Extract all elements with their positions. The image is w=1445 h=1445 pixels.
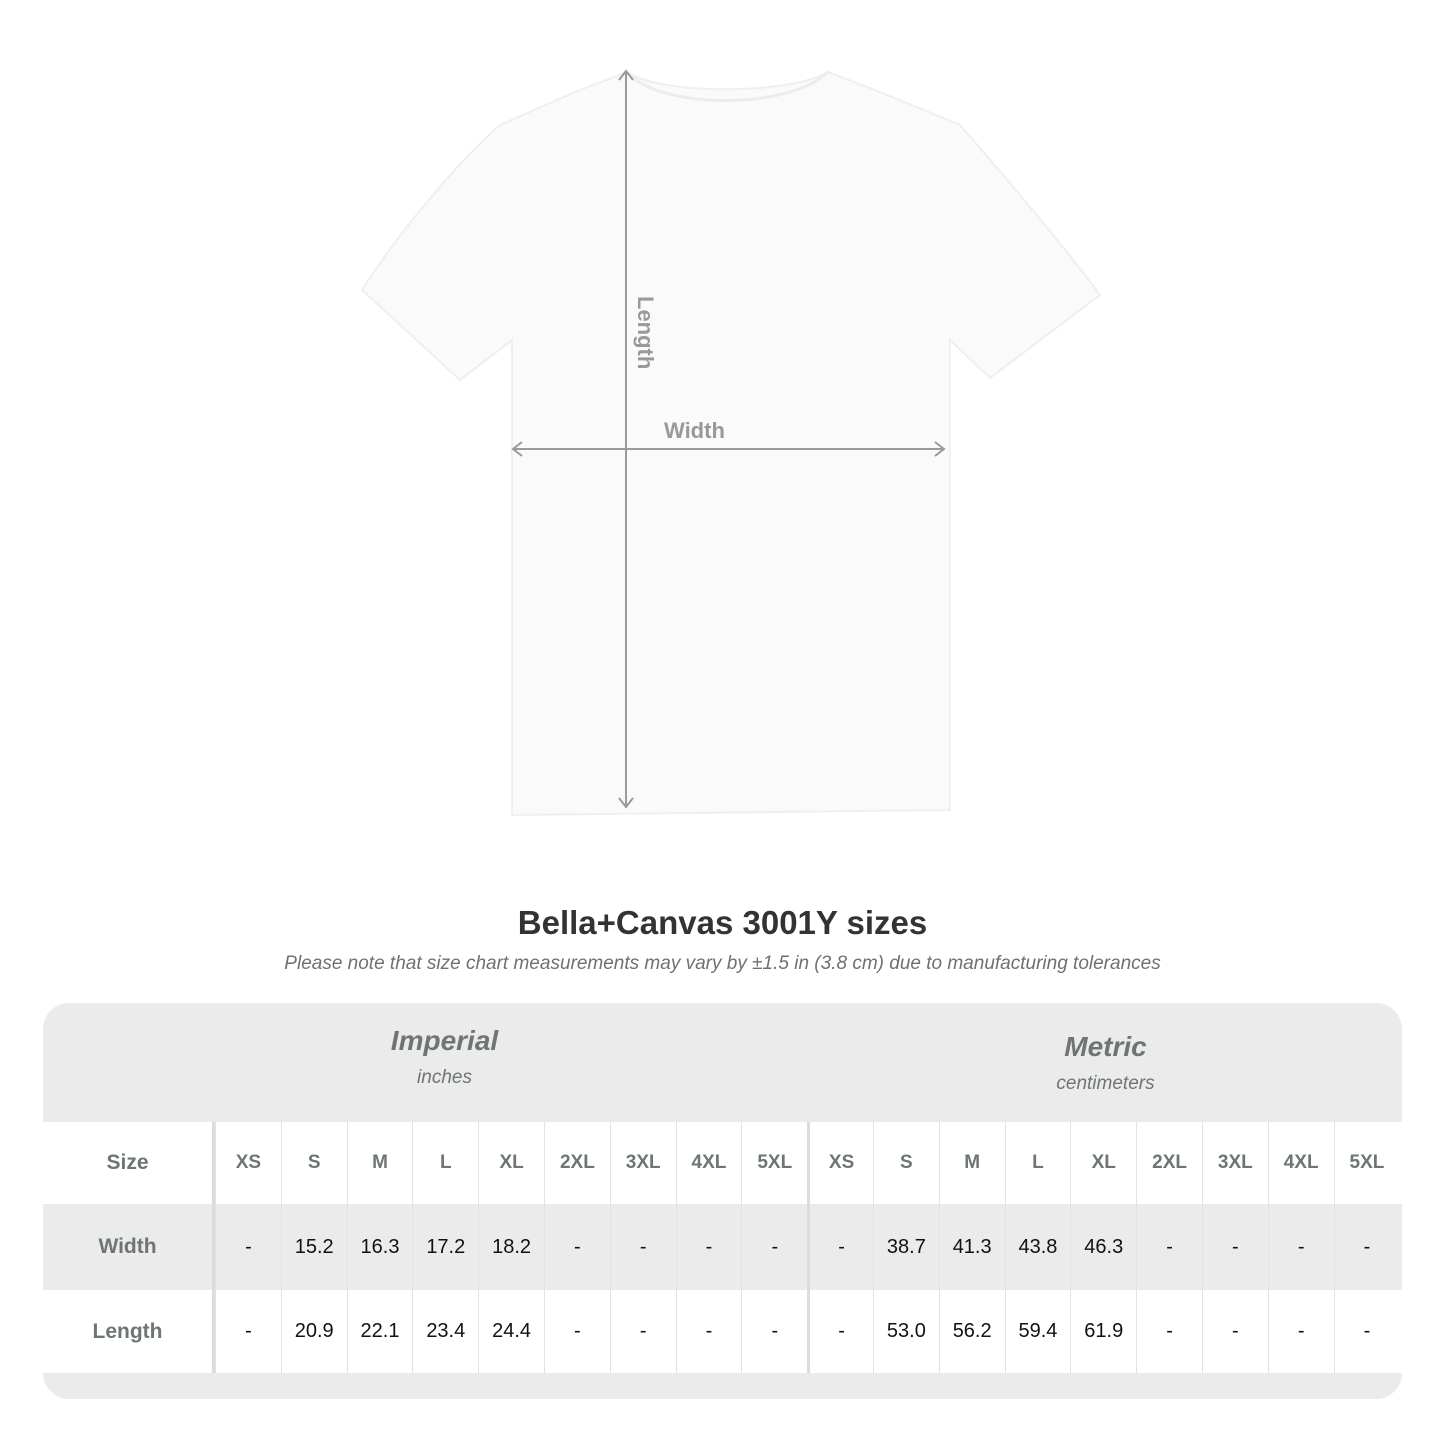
imperial-value-cell: - — [609, 1204, 676, 1290]
imperial-value-cell: 16.3 — [346, 1204, 413, 1290]
imperial-value-cell: 20.9 — [280, 1290, 347, 1373]
tshirt-diagram: Length Width — [360, 69, 1102, 817]
metric-value-cell: - — [807, 1290, 873, 1373]
length-row: Length -20.9 22.1 23.4 24.4- - - - -53.0 56.2 59.4… — [43, 1290, 1402, 1373]
imperial-value-cell: - — [215, 1290, 281, 1373]
size-row: Size XS S M L XL 2XL 3XL 4XL 5XL XS S M L XL 2XL 3XL 4XL 5… — [43, 1122, 1402, 1204]
metric-value-cell: - — [1333, 1290, 1400, 1373]
metric-size-2xl: 2XL — [1136, 1122, 1202, 1204]
chart-title: Bella+Canvas 3001Y sizes — [517, 904, 928, 941]
metric-size-xs: XS — [807, 1122, 873, 1204]
metric-value-cell: 43.8 — [1004, 1204, 1071, 1290]
metric-value-cell: - — [1201, 1290, 1268, 1373]
imperial-value-cell: 17.2 — [412, 1204, 478, 1290]
imperial-size-l: L — [412, 1122, 478, 1204]
imperial-size-xl: XL — [478, 1122, 544, 1204]
metric-value-cell: 46.3 — [1070, 1204, 1136, 1290]
metric-size-l: L — [1004, 1122, 1071, 1204]
metric-value-cell: - — [1267, 1290, 1334, 1373]
metric-size-5xl: 5XL — [1333, 1122, 1400, 1204]
imperial-size-m: M — [346, 1122, 413, 1204]
imperial-value-cell: 23.4 — [412, 1290, 478, 1373]
row-label: Width — [43, 1204, 215, 1290]
imperial-size-s: S — [280, 1122, 347, 1204]
imperial-value-cell: 24.4 — [478, 1290, 544, 1373]
tolerance-note: Please note that size chart measurements… — [284, 953, 1161, 974]
imperial-value-cell: - — [609, 1290, 676, 1373]
metric-value-cell: 61.9 — [1070, 1290, 1136, 1373]
metric-header: Metric centimeters — [809, 1031, 1402, 1095]
size-header-label: Size — [43, 1122, 215, 1204]
imperial-value-cell: - — [215, 1204, 281, 1290]
imperial-size-4xl: 4XL — [675, 1122, 742, 1204]
imperial-value-cell: - — [543, 1290, 610, 1373]
imperial-size-3xl: 3XL — [609, 1122, 676, 1204]
imperial-value-cell: - — [741, 1204, 807, 1290]
metric-unit: centimeters — [1056, 1073, 1155, 1094]
imperial-unit: inches — [417, 1067, 472, 1088]
imperial-header: Imperial inches — [215, 1025, 674, 1089]
metric-value-cell: 59.4 — [1004, 1290, 1071, 1373]
metric-title: Metric — [1064, 1031, 1147, 1062]
imperial-value-cell: - — [675, 1204, 742, 1290]
metric-value-cell: - — [1136, 1204, 1202, 1290]
imperial-value-cell: 22.1 — [346, 1290, 413, 1373]
metric-value-cell: - — [807, 1204, 873, 1290]
imperial-value-cell: - — [675, 1290, 742, 1373]
tshirt-shape — [360, 70, 1102, 817]
length-arrow — [618, 69, 634, 809]
width-label: Width — [664, 418, 725, 443]
metric-size-xl: XL — [1070, 1122, 1136, 1204]
imperial-size-2xl: 2XL — [543, 1122, 610, 1204]
metric-size-m: M — [938, 1122, 1005, 1204]
metric-value-cell: 38.7 — [872, 1204, 939, 1290]
width-arrow — [511, 441, 946, 457]
metric-value-cell: - — [1333, 1204, 1400, 1290]
width-row: Width -15.2 16.3 17.2 18.2- - - - -38.7 41.3 43.8 4… — [43, 1204, 1402, 1290]
row-label: Length — [43, 1290, 215, 1373]
imperial-value-cell: 18.2 — [478, 1204, 544, 1290]
imperial-size-5xl: 5XL — [741, 1122, 807, 1204]
imperial-value-cell: - — [741, 1290, 807, 1373]
metric-value-cell: - — [1267, 1204, 1334, 1290]
imperial-title: Imperial — [390, 1025, 499, 1056]
imperial-value-cell: - — [543, 1204, 610, 1290]
imperial-value-cell: 15.2 — [280, 1204, 347, 1290]
metric-size-s: S — [872, 1122, 939, 1204]
size-table: Imperial inches Metric centimeters Size X… — [43, 1003, 1402, 1399]
metric-value-cell: 56.2 — [938, 1290, 1005, 1373]
imperial-size-xs: XS — [215, 1122, 281, 1204]
length-label: Length — [633, 296, 658, 369]
metric-value-cell: 53.0 — [872, 1290, 939, 1373]
metric-value-cell: - — [1201, 1204, 1268, 1290]
metric-size-4xl: 4XL — [1267, 1122, 1334, 1204]
metric-size-3xl: 3XL — [1201, 1122, 1268, 1204]
metric-value-cell: - — [1136, 1290, 1202, 1373]
metric-value-cell: 41.3 — [938, 1204, 1005, 1290]
